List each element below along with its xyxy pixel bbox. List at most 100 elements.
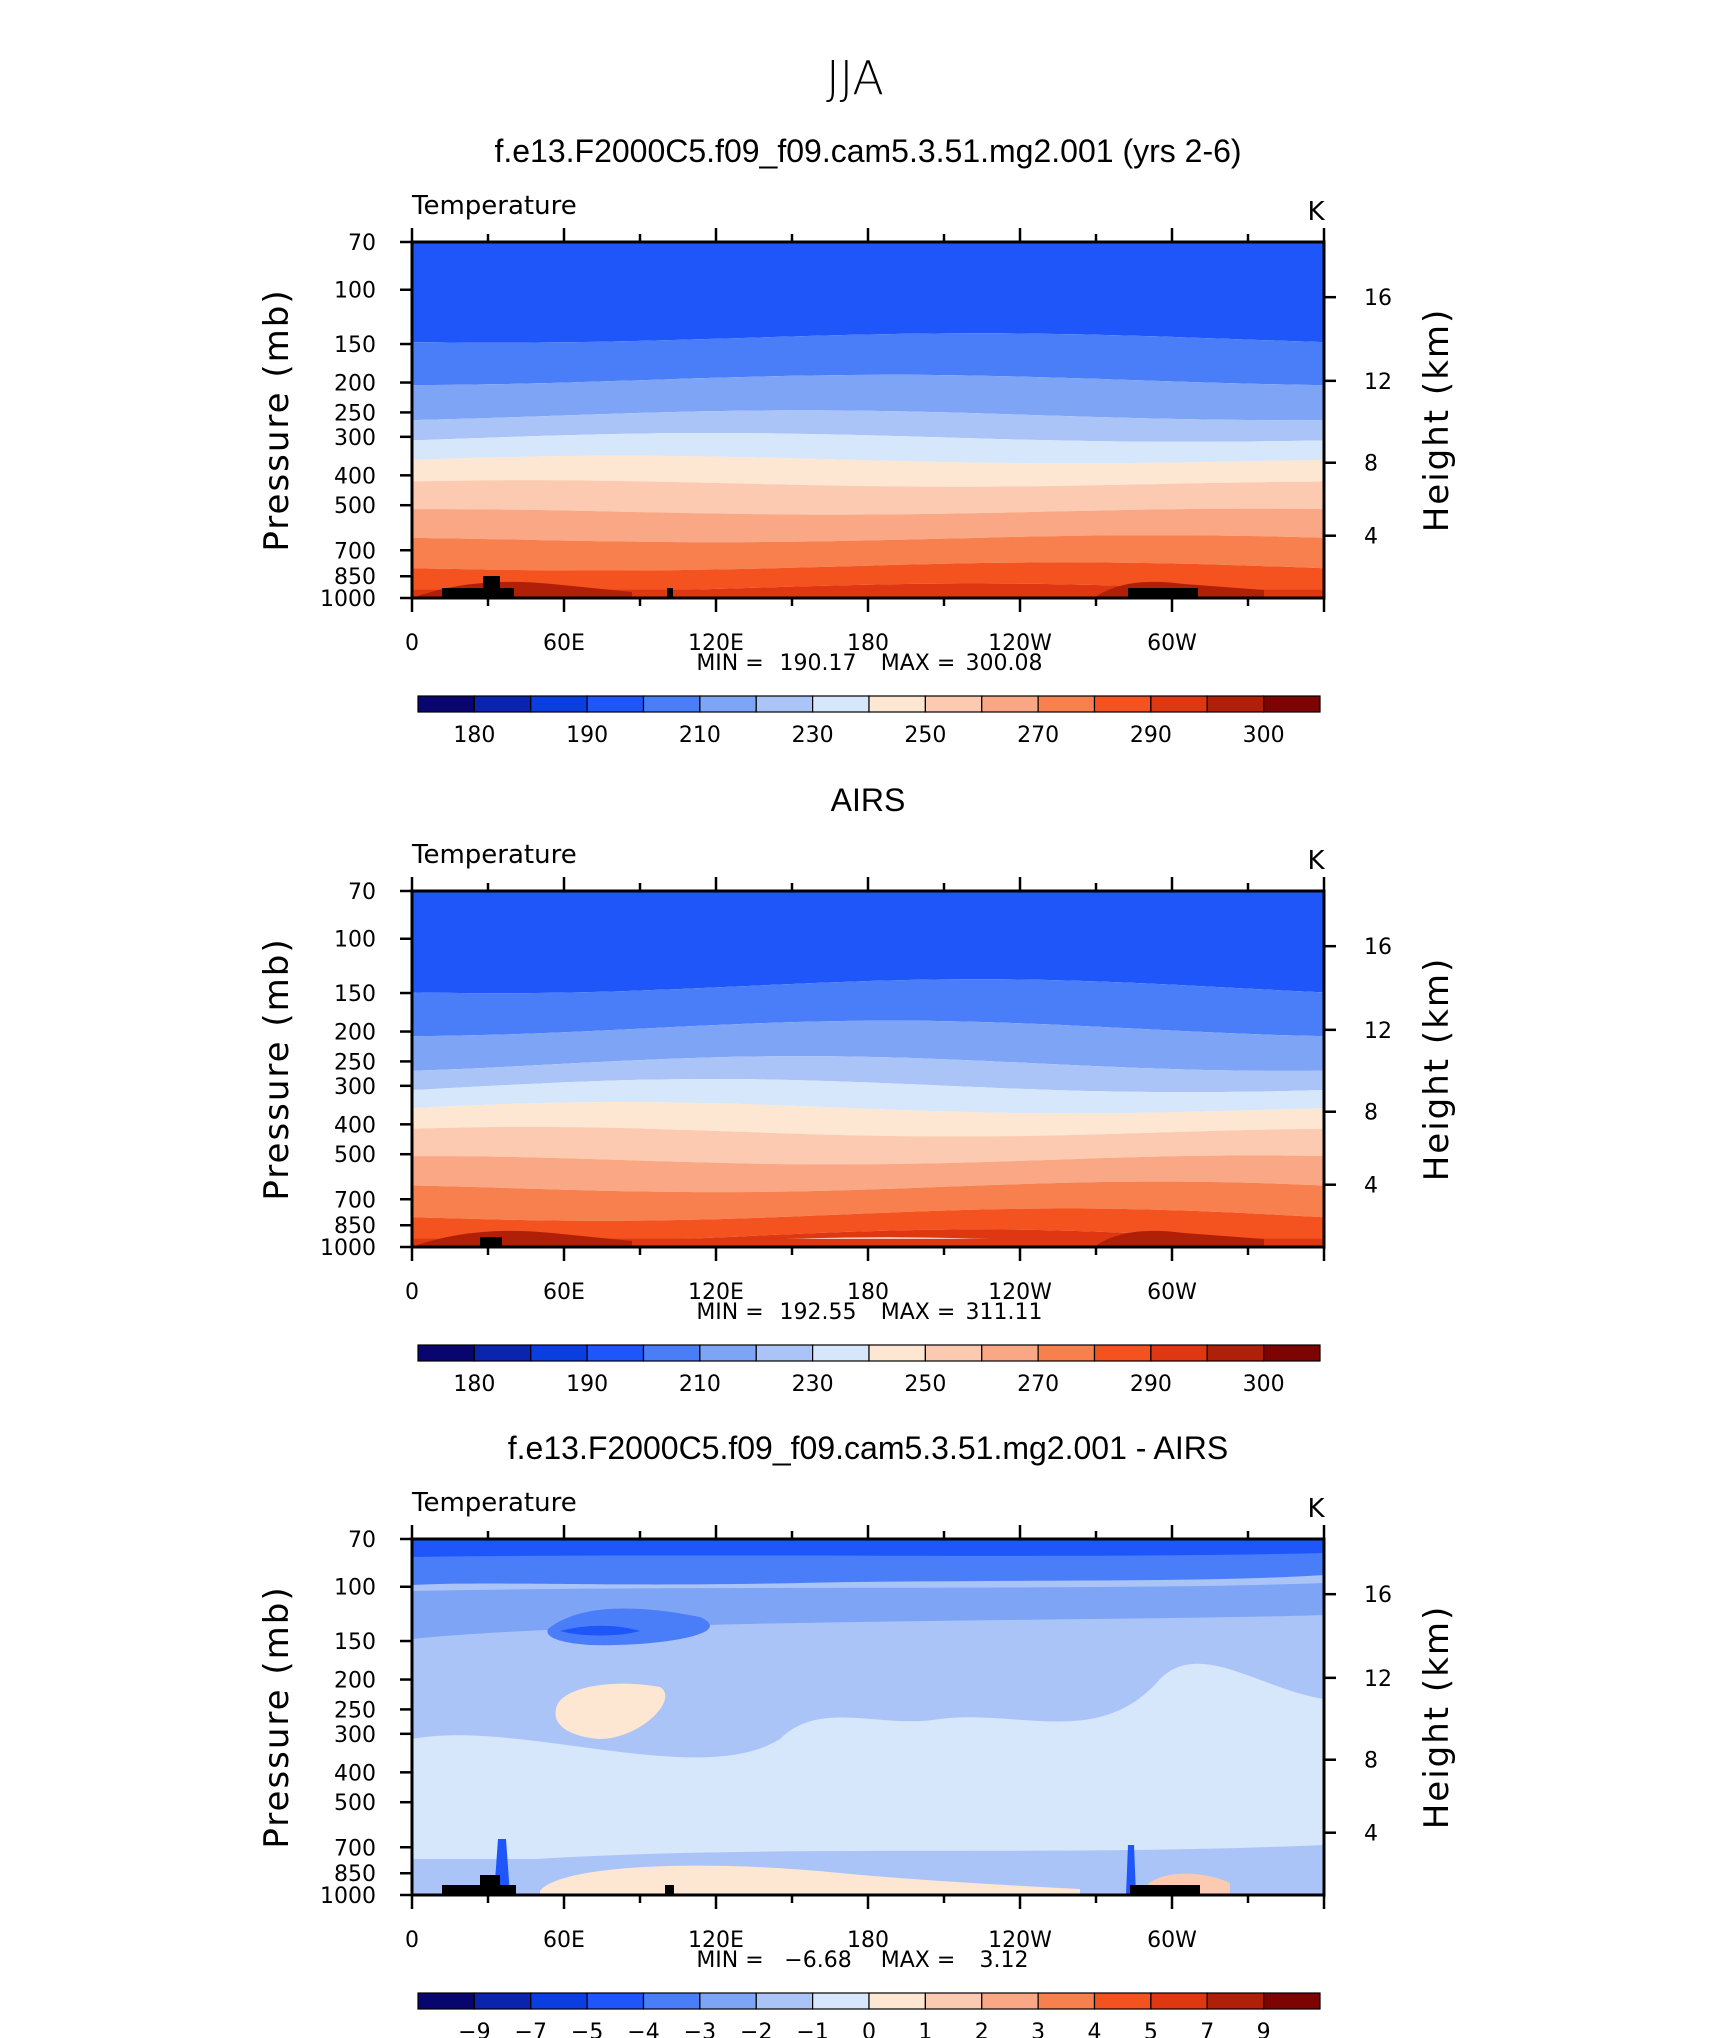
colorbar-swatch xyxy=(868,1344,926,1362)
colorbar-label: 4 xyxy=(1088,2020,1102,2038)
colorbar-label: 230 xyxy=(792,1372,834,1397)
x-tick-label: 60E xyxy=(543,1280,585,1305)
colorbar-swatch xyxy=(1263,1992,1321,2010)
y-tick-label: 400 xyxy=(334,1113,376,1138)
y-right-tick-label: 16 xyxy=(1364,935,1392,960)
contour-layer xyxy=(412,242,1324,598)
y-tick-label: 250 xyxy=(334,401,376,426)
units-label: K xyxy=(1307,197,1325,227)
y-right-axis-title: Height (km) xyxy=(1417,1605,1457,1830)
y-tick-label: 100 xyxy=(334,928,376,953)
colorbar-label: 7 xyxy=(1200,2020,1214,2038)
y-tick-label: 400 xyxy=(334,464,376,489)
contour-band xyxy=(412,1539,1324,1557)
contour-band xyxy=(412,433,1324,464)
colorbar-swatch xyxy=(1206,1344,1265,1362)
colorbar-swatch xyxy=(473,695,532,713)
colorbar-swatch xyxy=(755,695,814,713)
contour-layer xyxy=(412,891,1324,1247)
colorbar-swatch xyxy=(924,1344,983,1362)
colorbar-swatch xyxy=(1037,695,1096,713)
y-tick-label: 1000 xyxy=(320,587,376,612)
panel-title: f.e13.F2000C5.f09_f09.cam5.3.51.mg2.001 … xyxy=(508,1430,1228,1466)
colorbar-label: 1 xyxy=(918,2020,932,2038)
contour-band xyxy=(412,410,1324,442)
panel-axes: f.e13.F2000C5.f09_f09.cam5.3.51.mg2.001 … xyxy=(257,1430,1457,1973)
colorbar-swatch xyxy=(530,1992,588,2010)
colorbar-swatch xyxy=(530,695,588,713)
colorbar-label: 5 xyxy=(1144,2020,1158,2038)
contour-band xyxy=(1094,1230,1264,1247)
y-tick-label: 300 xyxy=(334,1723,376,1748)
y-tick-label: 500 xyxy=(334,1143,376,1168)
colorbar-swatch xyxy=(642,695,701,713)
colorbar-label: 190 xyxy=(566,723,608,748)
colorbar-swatch xyxy=(1093,1344,1152,1362)
y-tick-label: 150 xyxy=(334,982,376,1007)
colorbar-swatch xyxy=(755,1344,814,1362)
colorbar-label: 210 xyxy=(679,723,721,748)
topography-block xyxy=(665,1885,674,1895)
colorbar-label: 290 xyxy=(1130,1372,1172,1397)
min-value: −6.68 xyxy=(784,1948,851,1973)
contour-band xyxy=(412,455,1324,487)
y-tick-label: 700 xyxy=(334,1188,376,1213)
units-label: K xyxy=(1307,846,1325,876)
y-right-tick-label: 8 xyxy=(1364,1749,1378,1774)
y-tick-label: 500 xyxy=(334,494,376,519)
y-tick-label: 70 xyxy=(348,1528,376,1553)
contour-band xyxy=(412,1238,1324,1247)
colorbar-swatch xyxy=(699,1344,757,1362)
colorbar-label: 0 xyxy=(862,2020,876,2038)
colorbar-label: 230 xyxy=(792,723,834,748)
variable-label: Temperature xyxy=(411,1488,577,1518)
topography-block xyxy=(442,588,514,598)
y-right-tick-label: 4 xyxy=(1364,525,1378,550)
contour-band xyxy=(412,891,1324,994)
y-right-tick-label: 16 xyxy=(1364,1583,1392,1608)
colorbar-swatch xyxy=(473,1344,532,1362)
min-label: MIN = xyxy=(696,651,763,676)
y-tick-label: 250 xyxy=(334,1698,376,1723)
max-label: MAX = xyxy=(881,1300,956,1325)
colorbar-swatch xyxy=(981,695,1039,713)
topography-block xyxy=(1128,588,1198,598)
colorbar-swatch xyxy=(924,695,983,713)
colorbar-label: −1 xyxy=(796,2020,828,2038)
contour-band xyxy=(555,1683,666,1739)
y-tick-label: 400 xyxy=(334,1761,376,1786)
colorbar-swatch xyxy=(755,1992,814,2010)
variable-label: Temperature xyxy=(411,840,577,870)
colorbar-label: −4 xyxy=(627,2020,659,2038)
colorbar-swatch xyxy=(1037,1344,1096,1362)
min-label: MIN = xyxy=(696,1948,763,1973)
colorbar-swatch xyxy=(924,1992,983,2010)
y-tick-label: 200 xyxy=(334,372,376,397)
contour-band xyxy=(412,1126,1324,1165)
x-tick-label: 120E xyxy=(688,631,744,656)
contour-band xyxy=(412,242,1324,343)
contour-band xyxy=(412,1230,632,1247)
max-label: MAX = xyxy=(881,651,956,676)
x-tick-label: 120W xyxy=(988,1280,1052,1305)
x-tick-label: 60E xyxy=(543,631,585,656)
colorbar-label: 190 xyxy=(566,1372,608,1397)
colorbar: −9 −7 −5 −4 −3 −2 −1 0 1 2 3 4 5 7 9 xyxy=(417,1992,1321,2038)
y-tick-label: 1000 xyxy=(320,1884,376,1909)
colorbar-swatch xyxy=(981,1992,1039,2010)
contour-band xyxy=(412,562,1324,593)
y-tick-label: 500 xyxy=(334,1791,376,1816)
y-axis-title: Pressure (mb) xyxy=(257,288,297,551)
y-axis-title: Pressure (mb) xyxy=(257,1585,297,1848)
contour-band xyxy=(412,1020,1324,1071)
y-right-tick-label: 12 xyxy=(1364,1667,1392,1692)
y-right-tick-label: 8 xyxy=(1364,452,1378,477)
y-tick-label: 150 xyxy=(334,333,376,358)
min-value: 192.55 xyxy=(780,1300,857,1325)
colorbar-swatch xyxy=(1206,1992,1265,2010)
contour-band xyxy=(412,535,1324,571)
y-tick-label: 70 xyxy=(348,880,376,905)
y-right-tick-label: 16 xyxy=(1364,286,1392,311)
x-tick-label: 60W xyxy=(1147,631,1197,656)
